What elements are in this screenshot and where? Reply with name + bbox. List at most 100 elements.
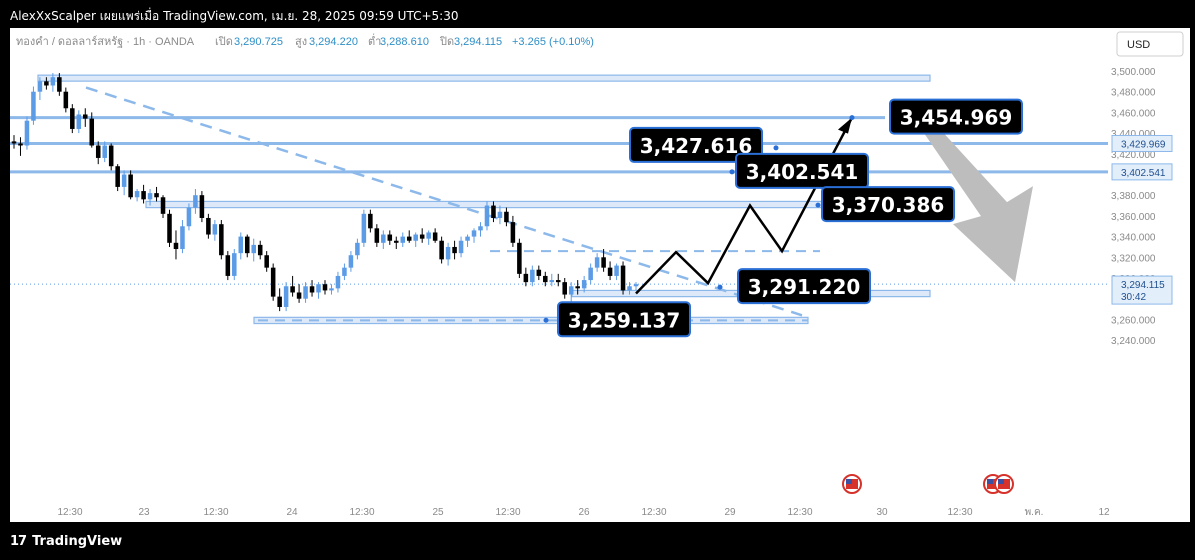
candle: [76, 114, 82, 129]
candle: [212, 224, 218, 235]
candle: [141, 191, 146, 200]
y-tick-label: 3,480.000: [1111, 88, 1156, 99]
candle: [167, 213, 172, 243]
zone-box: [145, 200, 931, 209]
candle: [11, 141, 17, 144]
candle: [601, 257, 606, 268]
price-callout-box: [737, 268, 871, 305]
candle: [374, 228, 380, 243]
last-price-label: 3,294.115: [1121, 280, 1165, 291]
bearish-forecast-arrow: [924, 129, 1033, 283]
candle: [517, 242, 522, 274]
candle: [206, 217, 211, 235]
candle: [219, 224, 224, 256]
candle: [24, 120, 30, 146]
x-tick-label: 12:30: [641, 507, 666, 518]
price-chart[interactable]: 3,454.9693,427.6163,402.5413,370.3863,29…: [10, 28, 1190, 522]
candle: [115, 166, 120, 187]
symbol-high: 3,294.220: [309, 36, 358, 48]
y-tick-label: 3,360.000: [1111, 212, 1156, 223]
price-tag: [1111, 163, 1173, 181]
price-tag-label: 3,429.969: [1121, 139, 1166, 150]
price-callout-box: [557, 301, 691, 338]
candle: [523, 273, 529, 283]
candle: [244, 236, 250, 254]
candle: [568, 286, 574, 295]
candle: [102, 145, 107, 158]
x-tick-label: 30: [876, 507, 888, 518]
candle: [607, 267, 613, 276]
x-tick-label: พ.ค.: [1025, 507, 1044, 518]
price-callout-label: 3,402.541: [746, 160, 859, 184]
candle: [303, 286, 308, 299]
tradingview-mark-icon: 17: [10, 534, 27, 549]
publish-info: AlexXxScalper เผยแพร่เมื่อ TradingView.c…: [10, 9, 459, 23]
candle: [562, 282, 567, 295]
tradingview-logo[interactable]: 17 TradingView: [10, 534, 122, 549]
y-tick-label: 3,500.000: [1111, 67, 1156, 78]
forecast-path: [635, 116, 854, 295]
symbol-open-label: เปิด: [215, 36, 233, 48]
candle: [193, 195, 198, 208]
last-price-tag: [1111, 275, 1173, 305]
candle: [394, 240, 399, 243]
candle: [361, 213, 367, 243]
candle: [44, 81, 49, 86]
candle: [277, 296, 282, 307]
us-flag-canton: [846, 479, 852, 484]
candle: [283, 286, 289, 307]
price-callout-label: 3,427.616: [640, 134, 753, 158]
candle: [581, 280, 587, 289]
candle: [555, 280, 561, 283]
candle: [355, 242, 360, 256]
y-tick-label: 3,340.000: [1111, 233, 1156, 244]
currency-label: USD: [1127, 39, 1150, 51]
candle: [128, 174, 133, 198]
candle: [50, 77, 56, 86]
candle: [536, 269, 542, 276]
candle: [270, 267, 276, 297]
candle: [186, 207, 192, 227]
candle: [419, 234, 425, 239]
candle: [95, 145, 101, 158]
y-tick-label: 3,380.000: [1111, 191, 1156, 202]
candle: [594, 257, 600, 268]
x-tick-label: 25: [432, 507, 444, 518]
x-tick-label: 12: [1098, 507, 1110, 518]
x-tick-label: 12:30: [495, 507, 520, 518]
symbol-low: 3,288.610: [380, 36, 429, 48]
x-tick-label: 12:30: [349, 507, 374, 518]
candle: [633, 284, 639, 287]
candle: [290, 286, 295, 293]
price-callout-box: [629, 126, 763, 163]
candle: [491, 205, 496, 218]
candle: [238, 236, 244, 254]
candle: [121, 174, 127, 187]
candle: [543, 275, 548, 283]
y-tick-label: 3,440.000: [1111, 129, 1156, 140]
candle: [309, 286, 315, 293]
forecast-arrowhead: [838, 117, 852, 134]
candle: [264, 255, 269, 268]
candle: [471, 230, 477, 237]
candle: [348, 255, 354, 268]
symbol-high-label: สูง: [295, 36, 307, 48]
candle: [627, 286, 632, 291]
price-callout-label: 3,259.137: [568, 308, 681, 332]
y-tick-label: 3,460.000: [1111, 108, 1156, 119]
candle: [199, 195, 205, 218]
x-tick-label: 12:30: [203, 507, 228, 518]
y-tick-label: 3,420.000: [1111, 150, 1156, 161]
candle: [452, 246, 457, 254]
us-flag-canton: [998, 479, 1004, 484]
candle: [180, 226, 185, 250]
chart-panel[interactable]: 3,454.969 3,427.616 3,402.541 3,370.386 3,29…: [10, 28, 1190, 522]
price-callout-box: [889, 98, 1023, 135]
candle: [147, 193, 153, 200]
callout-anchor-dot: [717, 284, 723, 290]
symbol-low-label: ต่ำ: [368, 33, 381, 48]
candle: [173, 242, 179, 250]
candle: [387, 234, 393, 241]
candle: [18, 143, 23, 146]
currency-button[interactable]: USD: [1116, 31, 1184, 57]
